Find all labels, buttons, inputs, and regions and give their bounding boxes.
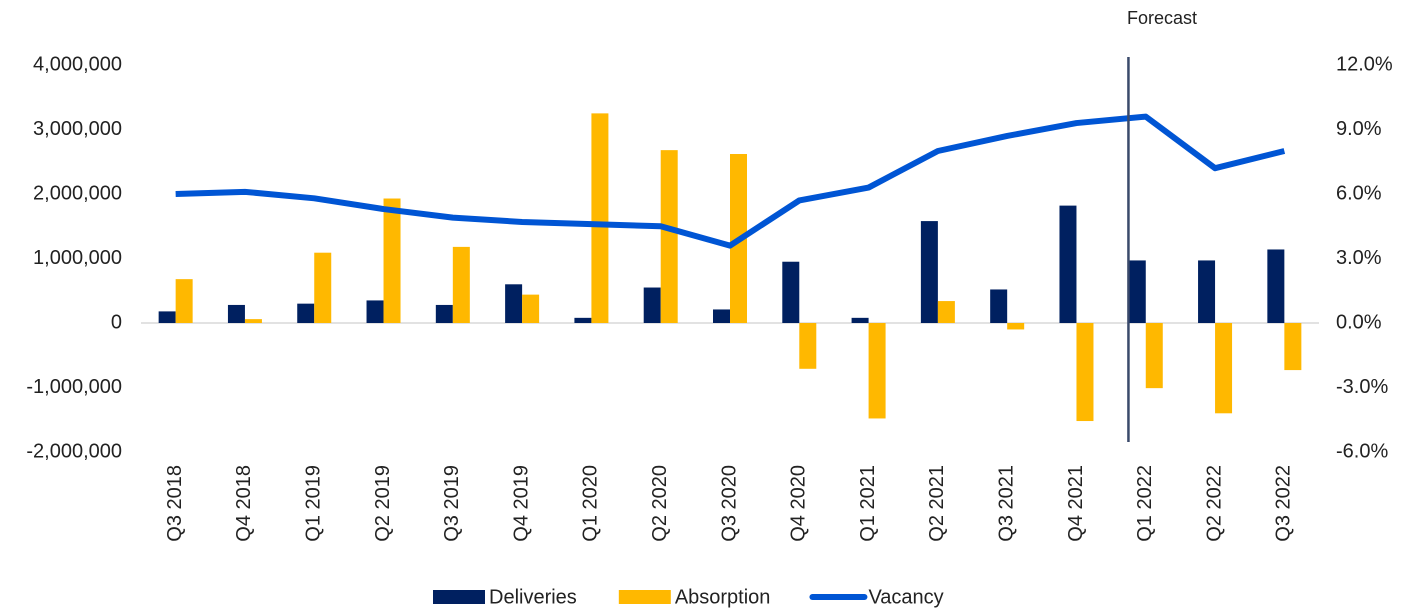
bar xyxy=(522,294,540,323)
bar xyxy=(799,323,817,369)
bar xyxy=(1284,323,1302,371)
bar xyxy=(1215,323,1233,414)
bar xyxy=(643,287,661,323)
bar xyxy=(851,317,869,323)
bar xyxy=(574,317,592,323)
x-tick-label: Q2 2021 xyxy=(926,465,948,542)
bar xyxy=(452,246,470,323)
bar xyxy=(175,279,193,323)
x-tick-label: Q4 2019 xyxy=(510,465,532,542)
x-tick-label: Q1 2022 xyxy=(1134,465,1156,542)
x-tick-label: Q2 2020 xyxy=(649,465,671,542)
bar xyxy=(1059,205,1077,323)
bar xyxy=(920,221,938,323)
x-tick-label: Q3 2020 xyxy=(718,465,740,542)
annotation: Forecast xyxy=(1127,8,1197,28)
bar xyxy=(158,311,176,323)
bar xyxy=(1267,249,1285,323)
x-tick-label: Q3 2019 xyxy=(441,465,463,542)
x-tick-label: Q3 2021 xyxy=(995,465,1017,542)
legend-swatch xyxy=(433,590,485,604)
y2-tick-label: -3.0% xyxy=(1336,376,1388,398)
y2-tick-label: 9.0% xyxy=(1336,118,1382,140)
y-tick-label: -2,000,000 xyxy=(26,440,122,462)
y2-tick-label: 12.0% xyxy=(1336,53,1393,75)
x-tick-label: Q2 2022 xyxy=(1203,465,1225,542)
bar xyxy=(383,198,401,323)
bar xyxy=(297,303,315,323)
bar xyxy=(1198,260,1216,323)
x-tick-label: Q4 2018 xyxy=(233,465,255,542)
bar xyxy=(244,319,262,323)
x-tick-label: Q1 2019 xyxy=(303,465,325,542)
bar xyxy=(990,289,1008,323)
y2-tick-label: -6.0% xyxy=(1336,440,1388,462)
bar xyxy=(435,304,453,323)
bar xyxy=(868,323,886,419)
x-tick-label: Q2 2019 xyxy=(372,465,394,542)
legend-swatch xyxy=(618,590,671,604)
bar xyxy=(1128,260,1146,323)
y2-tick-label: 6.0% xyxy=(1336,182,1382,204)
bar xyxy=(591,113,609,323)
legend-label: Deliveries xyxy=(489,586,577,608)
line xyxy=(175,113,1286,249)
y2-tick-label: 0.0% xyxy=(1336,311,1382,333)
bar xyxy=(1145,323,1163,389)
y-tick-label: 2,000,000 xyxy=(33,182,122,204)
bar xyxy=(1076,323,1094,422)
bar xyxy=(660,150,678,323)
x-tick-label: Q4 2020 xyxy=(788,465,810,542)
bar xyxy=(505,284,523,323)
bar xyxy=(366,300,384,323)
bar xyxy=(1007,323,1025,330)
y-tick-label: 4,000,000 xyxy=(33,53,122,75)
x-tick-label: Q4 2021 xyxy=(1065,465,1087,542)
x-tick-label: Q3 2018 xyxy=(164,465,186,542)
x-tick-label: Q1 2020 xyxy=(580,465,602,542)
bar xyxy=(937,301,955,323)
bar xyxy=(713,309,730,323)
y-tick-label: -1,000,000 xyxy=(26,376,122,398)
bar xyxy=(314,252,332,323)
y-tick-label: 1,000,000 xyxy=(33,247,122,269)
bar xyxy=(227,304,245,323)
legend-label: Vacancy xyxy=(868,586,943,608)
y-tick-label: 3,000,000 xyxy=(33,118,122,140)
y2-tick-label: 3.0% xyxy=(1336,247,1382,269)
y-tick-label: 0 xyxy=(111,311,122,333)
x-tick-label: Q3 2022 xyxy=(1273,465,1295,542)
bar xyxy=(782,261,800,323)
legend-label: Absorption xyxy=(675,586,771,608)
x-tick-label: Q1 2021 xyxy=(857,465,879,542)
